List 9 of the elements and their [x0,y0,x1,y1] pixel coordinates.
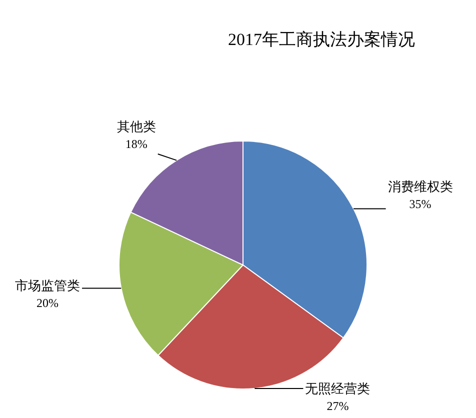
data-label: 20% [36,296,59,310]
data-label: 35% [409,197,432,212]
slice-label: 无照经营类 [305,381,370,396]
slice-label: 市场监管类 [15,278,80,293]
slice-label: 消费维权类 [388,179,453,194]
slice-label: 其他类 [116,118,156,134]
data-label: 27% [326,399,349,413]
data-label: 18% [125,136,148,151]
chart-title: 2017年工商执法办案情况 [228,29,415,51]
